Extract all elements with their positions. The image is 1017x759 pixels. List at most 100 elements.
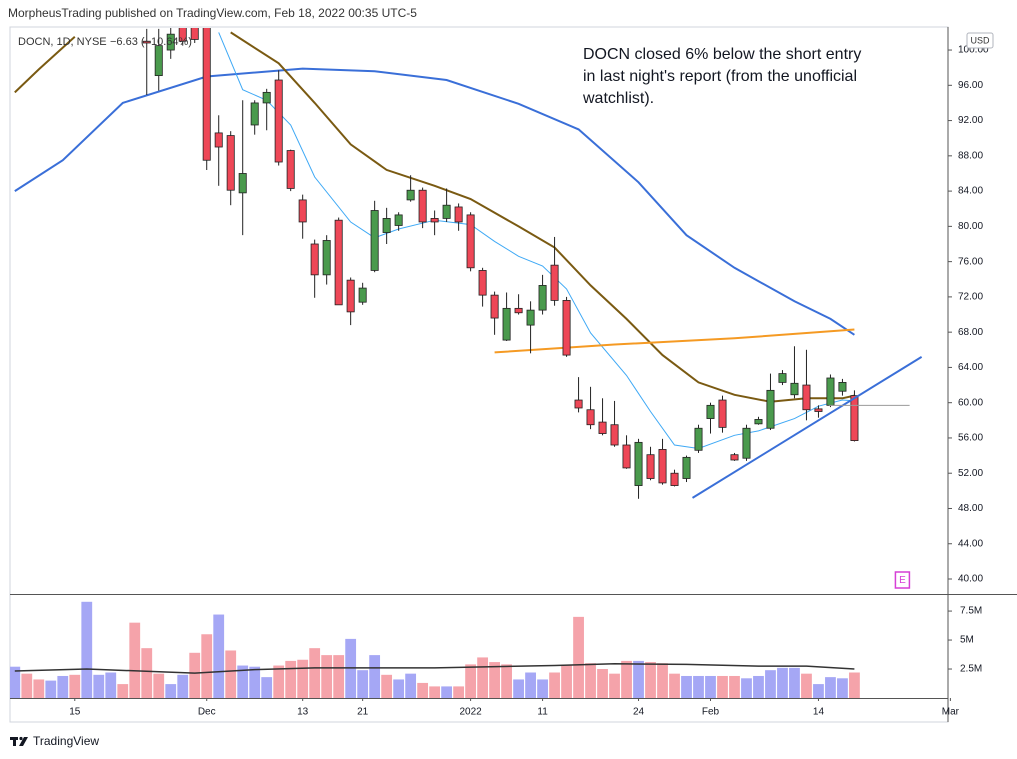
price-change: −6.63 (−10.64%) [110,36,192,48]
candle-body [490,294,499,319]
candle-body [202,28,211,161]
volume-bar [93,674,105,698]
volume-bar [213,614,225,698]
candle-body [502,307,511,341]
candle-body [370,210,379,271]
volume-bar [789,667,800,698]
candle-body [142,40,151,44]
candle-body [454,206,463,223]
candle-body [598,421,607,434]
volume-bar [549,672,560,698]
volume-bar [573,616,584,698]
volume-bar [429,686,441,698]
candle-body [514,307,523,314]
x-tick-label: 14 [813,707,825,718]
volume-bar [369,655,381,698]
volume-bar [645,662,656,698]
candle-body [586,409,595,426]
volume-bar [129,622,141,698]
volume-bar [153,673,165,698]
candle-body [430,218,439,223]
volume-bar [141,648,153,698]
chart-frame [9,26,949,723]
candle-body [766,389,775,429]
volume-bar [705,675,716,698]
candle-body [790,382,799,396]
y-tick-label: 84.00 [958,186,983,197]
volume-bar [309,648,321,698]
candle-body [730,454,739,461]
volume-bar [81,601,93,698]
moving-average-line [14,67,855,336]
volume-bar [261,677,273,698]
candle-body [742,427,751,459]
y-tick-label: 80.00 [958,221,983,232]
y-tick-label: 64.00 [958,362,983,373]
volume-bar [621,660,632,698]
candle-body [838,382,847,392]
x-tick-label: 15 [69,707,81,718]
candle-body [634,441,643,486]
volume-bar [825,677,836,698]
volume-bar [681,675,692,698]
candle-body [694,427,703,451]
candle-body [406,189,415,201]
y-tick-label: 40.00 [958,574,983,585]
candle-body [322,240,331,276]
y-tick-label: 48.00 [958,503,983,514]
volume-bar [777,667,788,698]
y-tick-label: 100.00 [958,45,989,56]
volume-bar [741,678,752,698]
candle-body [190,28,199,40]
volume-bar [117,684,129,698]
candle-body [646,454,655,479]
candle-body [526,309,535,326]
annotation-line: in last night's report (from the unoffic… [583,68,857,85]
volume-bar [249,666,261,698]
volume-pane [10,601,860,698]
candle-body [538,285,547,311]
volume-bar [609,673,620,698]
candle-body [622,444,631,469]
candle-body [214,132,223,148]
y-tick-label: 56.00 [958,433,983,444]
volume-bar [753,675,764,698]
y-tick-label: 96.00 [958,80,983,91]
x-tick-label: 13 [297,707,309,718]
volume-bar [477,657,488,698]
candle-body [166,33,175,51]
volume-y-tick-label: 5M [960,635,974,646]
price-pane [14,28,923,499]
volume-bar [453,686,465,698]
volume-bar [189,652,201,698]
volume-bar [165,684,177,698]
candle-body [286,150,295,189]
volume-bar [465,664,477,698]
volume-bar [417,682,429,698]
x-tick-label: 11 [537,707,548,718]
annotation-line: watchlist). [582,90,654,107]
currency-label: USD [970,35,990,45]
tradingview-logo [10,736,28,746]
y-tick-label: 92.00 [958,115,983,126]
volume-bar [237,665,249,698]
volume-bar [501,664,512,698]
volume-bar [57,675,69,698]
candle-body [802,384,811,411]
currency-box [966,32,994,49]
volume-bar [525,672,536,698]
volume-bar [321,655,333,698]
y-tick-label: 44.00 [958,538,983,549]
candle-body [274,79,283,163]
volume-bar [693,675,704,698]
volume-bar [333,655,345,698]
earnings-marker [894,571,911,589]
candle-body [154,45,163,77]
candle-body [658,449,667,484]
axes: 40.00 44.00 48.00 52.00 56.00 60.00 64.00 68.00… [69,45,989,718]
volume-bar [513,679,524,698]
volume-bar [225,650,237,698]
volume-bar [33,679,45,698]
y-tick-label: 72.00 [958,292,983,303]
volume-bar [585,663,596,698]
